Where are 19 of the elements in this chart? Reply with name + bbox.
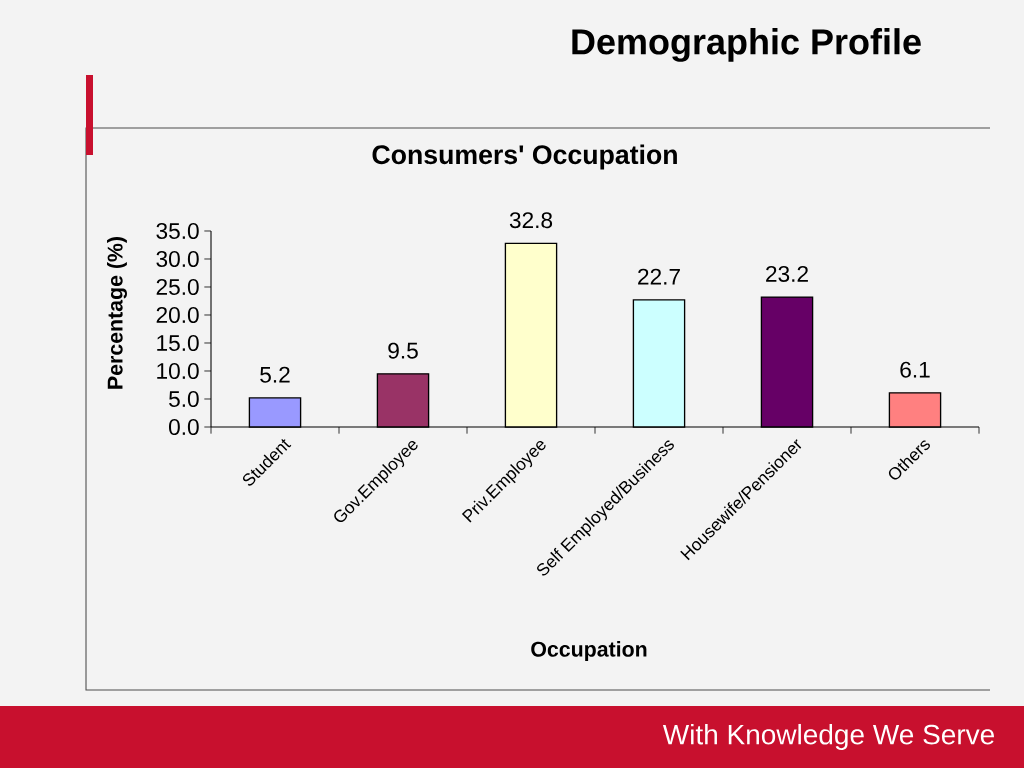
data-label: 22.7 [638,268,680,285]
data-label: 23.2 [766,265,808,282]
y-tick-label: 20.0 [156,306,199,324]
y-tick-label: 35.0 [156,222,199,240]
x-axis-title: Occupation [531,641,647,661]
text: With Knowledge We Serve [662,723,994,751]
data-label: 6.1 [900,361,930,378]
chart-title: Demographic Profile [572,28,921,62]
chart-subtitle: Consumers' Occupation [372,144,677,170]
y-tick-label: 0.0 [168,418,199,436]
data-label: 32.8 [509,212,553,229]
y-tick-label: 25.0 [156,278,199,296]
data-label: 9.5 [388,342,418,359]
y-tick-label: 30.0 [156,250,199,268]
y-axis-title: Percentage (%) [107,237,127,389]
data-label: 5.2 [260,366,290,383]
y-tick-label: 10.0 [157,362,199,380]
y-tick-label: 15.0 [157,334,199,352]
y-tick-label: 5.0 [169,390,199,408]
